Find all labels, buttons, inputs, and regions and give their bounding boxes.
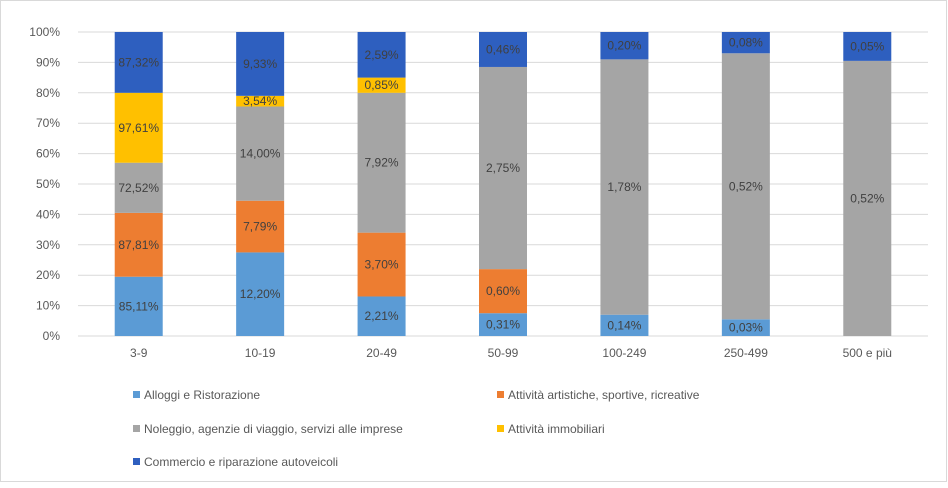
data-label: 14,00% bbox=[240, 147, 281, 161]
data-label: 0,52% bbox=[850, 191, 884, 205]
legend: Alloggi e Ristorazione Attività artistich… bbox=[133, 388, 700, 469]
data-label: 2,59% bbox=[365, 48, 399, 62]
bars: 85,11% 87,81% 72,52% 97,61% 87,32% 12,20% 7,79… bbox=[114, 32, 892, 336]
data-label: 0,14% bbox=[607, 318, 641, 332]
data-label: 3,70% bbox=[365, 258, 399, 272]
data-label: 0,46% bbox=[486, 42, 520, 56]
data-label: 2,75% bbox=[486, 161, 520, 175]
legend-label: Noleggio, agenzie di viaggio, servizi al… bbox=[144, 422, 403, 436]
x-tick-label: 20-49 bbox=[366, 346, 397, 360]
bar-segment bbox=[721, 53, 770, 320]
y-tick-label: 30% bbox=[36, 238, 60, 252]
bar-segment bbox=[843, 60, 892, 336]
y-tick-label: 40% bbox=[36, 207, 60, 221]
y-tick-label: 60% bbox=[36, 147, 60, 161]
bar-segment bbox=[114, 92, 163, 163]
bar-segment bbox=[479, 32, 527, 67]
legend-label: Attività immobiliari bbox=[508, 422, 605, 436]
data-label: 2,21% bbox=[365, 309, 399, 323]
y-tick-label: 80% bbox=[36, 86, 60, 100]
bar-segment bbox=[357, 92, 406, 233]
data-label: 72,52% bbox=[118, 181, 159, 195]
y-tick-label: 10% bbox=[36, 299, 60, 313]
bar-segment bbox=[479, 66, 527, 270]
bar-segment bbox=[236, 106, 285, 201]
x-tick-label: 50-99 bbox=[488, 346, 519, 360]
bar-segment bbox=[600, 314, 649, 336]
bar-segment bbox=[479, 313, 527, 336]
bar-segment bbox=[114, 276, 163, 336]
y-tick-label: 50% bbox=[36, 177, 60, 191]
bar-segment bbox=[721, 319, 770, 336]
data-label: 0,03% bbox=[729, 321, 763, 335]
bar-segment bbox=[843, 32, 892, 61]
bar-segment bbox=[479, 269, 527, 314]
data-label: 97,61% bbox=[118, 121, 159, 135]
data-label: 3,54% bbox=[243, 94, 277, 108]
bar-segment bbox=[600, 59, 649, 315]
x-tick-label: 10-19 bbox=[245, 346, 276, 360]
y-tick-label: 20% bbox=[36, 268, 60, 282]
bar-segment bbox=[236, 200, 285, 253]
data-label: 9,33% bbox=[243, 57, 277, 71]
y-tick-label: 90% bbox=[36, 55, 60, 69]
bar-segment bbox=[600, 32, 649, 60]
bar-segment bbox=[721, 32, 770, 54]
legend-swatch bbox=[133, 458, 140, 465]
bar-segment bbox=[236, 32, 285, 96]
legend-swatch bbox=[133, 425, 140, 432]
x-tick-label: 250-499 bbox=[724, 346, 768, 360]
x-tick-label: 3-9 bbox=[130, 346, 148, 360]
legend-label: Commercio e riparazione autoveicoli bbox=[144, 455, 338, 469]
x-axis-ticks: 3-9 10-19 20-49 50-99 100-249 250-499 500 e pi… bbox=[130, 346, 892, 360]
data-label: 0,52% bbox=[729, 179, 763, 193]
data-label: 12,20% bbox=[240, 287, 281, 301]
legend-label: Attività artistiche, sportive, ricreativ… bbox=[508, 388, 700, 402]
y-tick-label: 0% bbox=[43, 329, 61, 343]
bar-segment bbox=[114, 162, 163, 213]
bar-segment bbox=[236, 95, 285, 107]
bar-segment bbox=[114, 212, 163, 277]
x-tick-label: 500 e più bbox=[843, 346, 892, 360]
data-label: 87,32% bbox=[118, 55, 159, 69]
data-label: 0,08% bbox=[729, 36, 763, 50]
bar-segment bbox=[357, 232, 406, 297]
data-label: 0,85% bbox=[365, 78, 399, 92]
data-label: 1,78% bbox=[607, 180, 641, 194]
y-tick-label: 100% bbox=[29, 25, 60, 39]
data-label: 0,31% bbox=[486, 318, 520, 332]
data-label: 0,20% bbox=[607, 39, 641, 53]
data-label: 0,05% bbox=[850, 39, 884, 53]
bar-segment bbox=[114, 32, 163, 93]
legend-label: Alloggi e Ristorazione bbox=[144, 388, 260, 402]
legend-swatch bbox=[497, 425, 504, 432]
bar-segment bbox=[236, 252, 285, 336]
y-tick-label: 70% bbox=[36, 116, 60, 130]
legend-swatch bbox=[133, 391, 140, 398]
y-axis-ticks: 0% 10% 20% 30% 40% 50% 60% 70% 80% 90% 100% bbox=[29, 25, 60, 343]
data-label: 7,79% bbox=[243, 220, 277, 234]
x-tick-label: 100-249 bbox=[602, 346, 646, 360]
bar-segment bbox=[357, 77, 406, 93]
data-label: 85,11% bbox=[119, 299, 159, 313]
data-label: 0,60% bbox=[486, 284, 520, 298]
bar-segment bbox=[357, 296, 406, 336]
data-label: 7,92% bbox=[365, 156, 399, 170]
data-label: 87,81% bbox=[118, 238, 159, 252]
bar-segment bbox=[357, 32, 406, 78]
legend-swatch bbox=[497, 391, 504, 398]
